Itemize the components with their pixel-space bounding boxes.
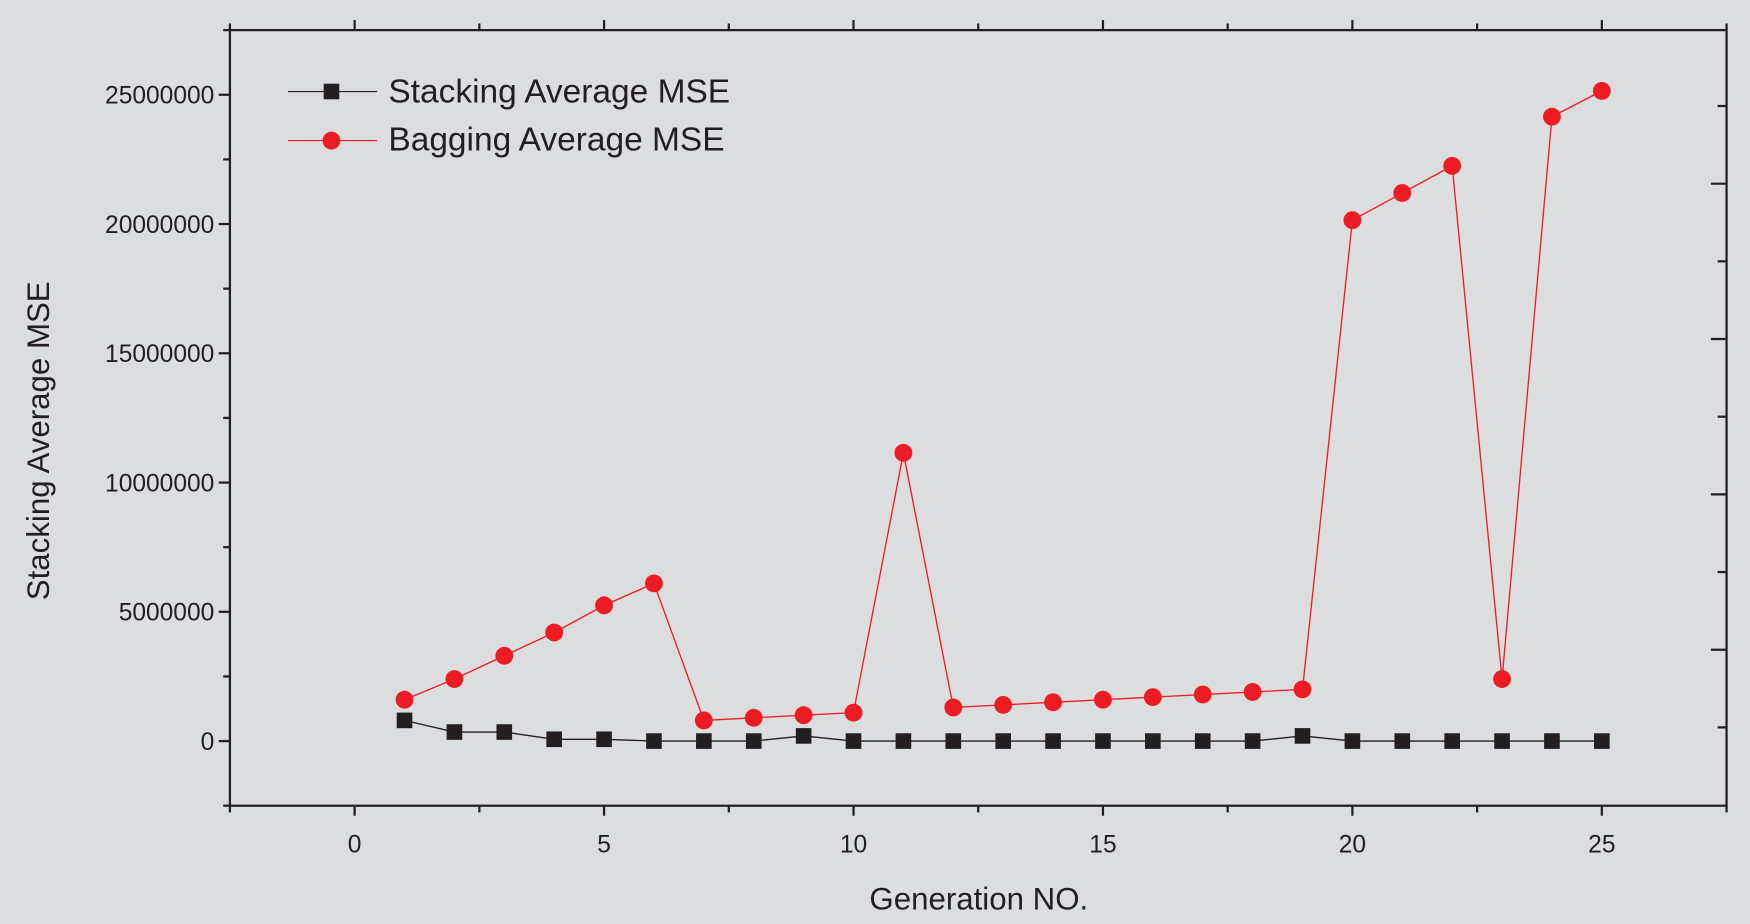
data-point-bagging — [1143, 688, 1162, 707]
data-point-stacking — [1494, 733, 1510, 749]
data-point-bagging — [1493, 670, 1511, 688]
data-point-bagging — [1343, 211, 1362, 230]
data-point-bagging — [395, 690, 414, 709]
data-point-stacking — [1095, 733, 1111, 749]
data-point-stacking — [1294, 728, 1311, 744]
data-point-bagging — [1393, 184, 1412, 202]
y-tick-label: 20000000 — [105, 212, 214, 239]
data-point-stacking — [1594, 733, 1610, 749]
data-point-stacking — [995, 733, 1011, 749]
data-point-bagging — [1094, 690, 1112, 709]
data-point-stacking — [396, 712, 413, 729]
legend-label-stacking: Stacking Average MSE — [388, 74, 730, 111]
legend: Stacking Average MSE Bagging Average MSE — [287, 74, 730, 159]
x-tick-label: 10 — [840, 832, 867, 859]
data-point-stacking — [845, 733, 862, 749]
x-axis-title: Generation NO. — [869, 881, 1088, 916]
data-point-bagging — [844, 703, 863, 722]
y-tick-label: 25000000 — [105, 83, 214, 110]
x-tick-label: 25 — [1588, 832, 1615, 859]
data-point-bagging — [744, 708, 763, 727]
x-tick-label: 20 — [1339, 832, 1366, 859]
y-tick-label: 10000000 — [105, 470, 214, 497]
data-point-bagging — [1443, 156, 1462, 175]
data-point-stacking — [446, 724, 463, 740]
data-point-stacking — [945, 733, 962, 749]
data-point-bagging — [994, 695, 1013, 714]
data-point-bagging — [1044, 693, 1062, 712]
data-point-stacking — [1045, 733, 1061, 749]
legend-marker-square-icon — [323, 83, 340, 100]
data-point-bagging — [1293, 680, 1312, 699]
legend-label-bagging: Bagging Average MSE — [388, 122, 724, 159]
x-tick-label: 0 — [348, 832, 362, 859]
data-point-stacking — [696, 733, 712, 749]
data-point-stacking — [546, 731, 562, 748]
data-point-bagging — [944, 698, 963, 717]
y-tick-label: 5000000 — [119, 600, 215, 627]
data-point-bagging — [1243, 683, 1262, 701]
data-point-stacking — [1244, 733, 1261, 749]
data-point-stacking — [1145, 733, 1161, 749]
data-point-bagging — [495, 646, 514, 665]
data-point-stacking — [895, 733, 912, 749]
data-point-bagging — [645, 574, 663, 593]
data-point-stacking — [795, 728, 812, 744]
y-tick-label: 0 — [201, 729, 215, 756]
data-point-bagging — [1592, 81, 1611, 100]
series-layer — [395, 81, 1611, 749]
data-point-stacking — [596, 731, 612, 748]
data-point-bagging — [595, 596, 614, 615]
data-point-stacking — [496, 724, 513, 740]
x-tick-label: 15 — [1089, 832, 1116, 859]
data-point-stacking — [745, 733, 762, 749]
data-point-stacking — [1544, 733, 1560, 749]
y-axis-title: Stacking Average MSE — [21, 281, 56, 600]
data-point-stacking — [1444, 733, 1460, 749]
data-point-bagging — [894, 443, 913, 462]
data-point-bagging — [445, 670, 464, 688]
data-point-stacking — [1394, 733, 1411, 749]
data-point-stacking — [1344, 733, 1361, 749]
data-point-bagging — [694, 711, 713, 730]
data-point-bagging — [545, 623, 564, 642]
data-point-stacking — [646, 733, 662, 749]
data-point-bagging — [1193, 685, 1212, 704]
legend-marker-circle-icon — [322, 131, 341, 150]
data-point-bagging — [794, 706, 813, 725]
x-tick-label: 5 — [597, 832, 611, 859]
data-point-bagging — [1543, 107, 1561, 126]
y-tick-label: 15000000 — [105, 341, 214, 368]
axes: 0 5 10 15 20 25 0 5000000 10000000 15000000 200000… — [105, 20, 1728, 859]
data-point-stacking — [1194, 733, 1211, 749]
